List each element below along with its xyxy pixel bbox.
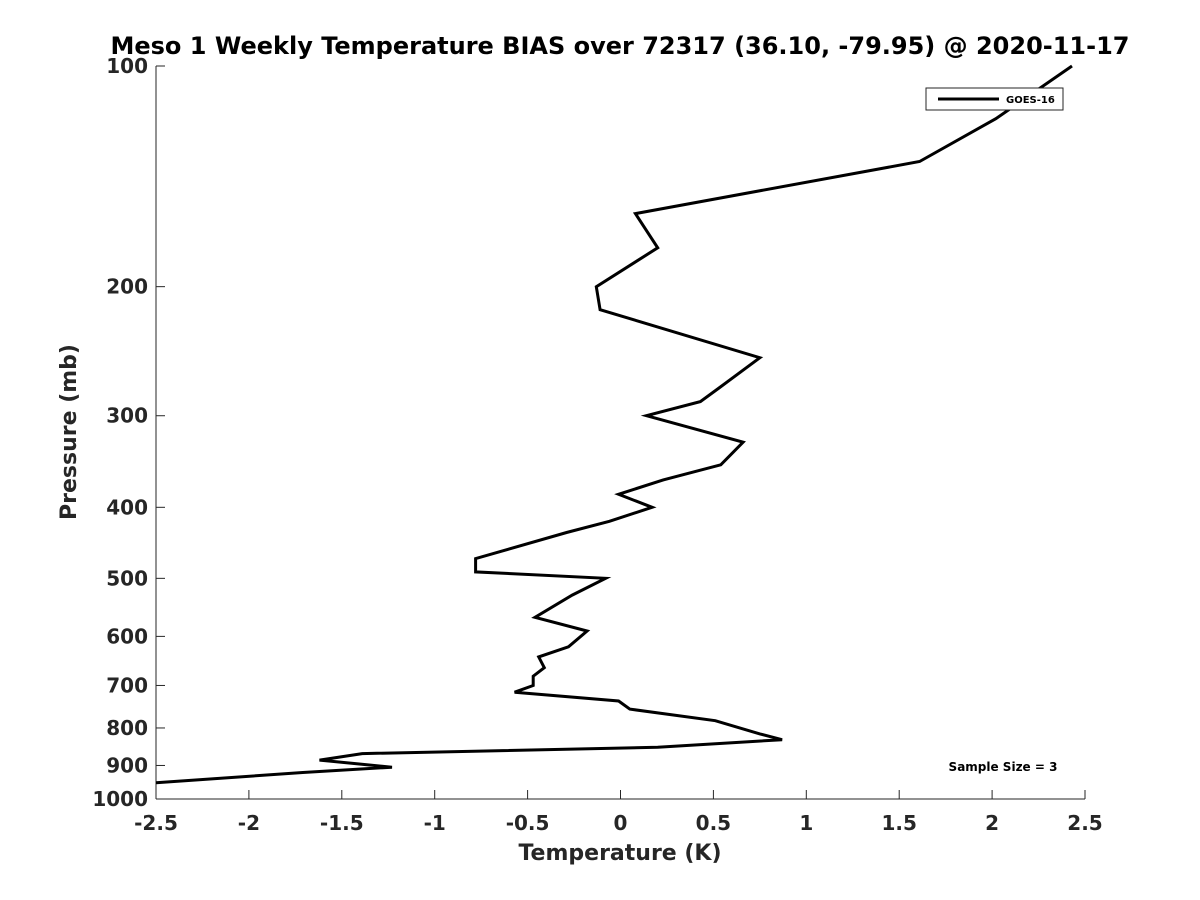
y-tick-label: 900: [106, 753, 148, 777]
x-tick-label: 0: [614, 811, 628, 835]
y-tick-label: 600: [106, 624, 148, 648]
x-tick-label: 1.5: [881, 811, 916, 835]
legend-label-goes-16: GOES-16: [1006, 95, 1055, 106]
x-tick-label: -2.5: [134, 811, 178, 835]
x-tick-label: -0.5: [506, 811, 550, 835]
y-tick-label: 200: [106, 275, 148, 299]
y-tick-label: 700: [106, 673, 148, 697]
x-tick-label: 1: [799, 811, 813, 835]
y-tick-label: 1000: [92, 787, 148, 811]
x-tick-label: -1: [424, 811, 446, 835]
chart-title: Meso 1 Weekly Temperature BIAS over 7231…: [110, 32, 1129, 60]
sample-size-annotation: Sample Size = 3: [949, 760, 1058, 774]
x-axis-ticks: -2.5 -2 -1.5 -1 -0.5 0 0.5 1 1.5 2 2.5: [134, 790, 1103, 835]
y-tick-label: 400: [106, 495, 148, 519]
x-tick-label: 2: [985, 811, 999, 835]
x-tick-label: -1.5: [320, 811, 364, 835]
plot-area: [155, 66, 1085, 800]
y-axis-label: Pressure (mb): [57, 344, 82, 520]
series-group: [155, 64, 1073, 785]
y-axis-ticks: 100 200 300 400 500 600 700 800 900 1000: [92, 54, 165, 811]
x-tick-label: 0.5: [696, 811, 731, 835]
x-tick-label: -2: [238, 811, 260, 835]
y-tick-label: 800: [106, 716, 148, 740]
x-tick-label: 2.5: [1067, 811, 1102, 835]
y-tick-label: 500: [106, 566, 148, 590]
y-tick-label: 100: [106, 54, 148, 78]
x-axis-label: Temperature (K): [518, 841, 721, 866]
series-line-goes-16: [155, 64, 1073, 785]
legend: GOES-16: [925, 87, 1064, 111]
y-tick-label: 300: [106, 404, 148, 428]
